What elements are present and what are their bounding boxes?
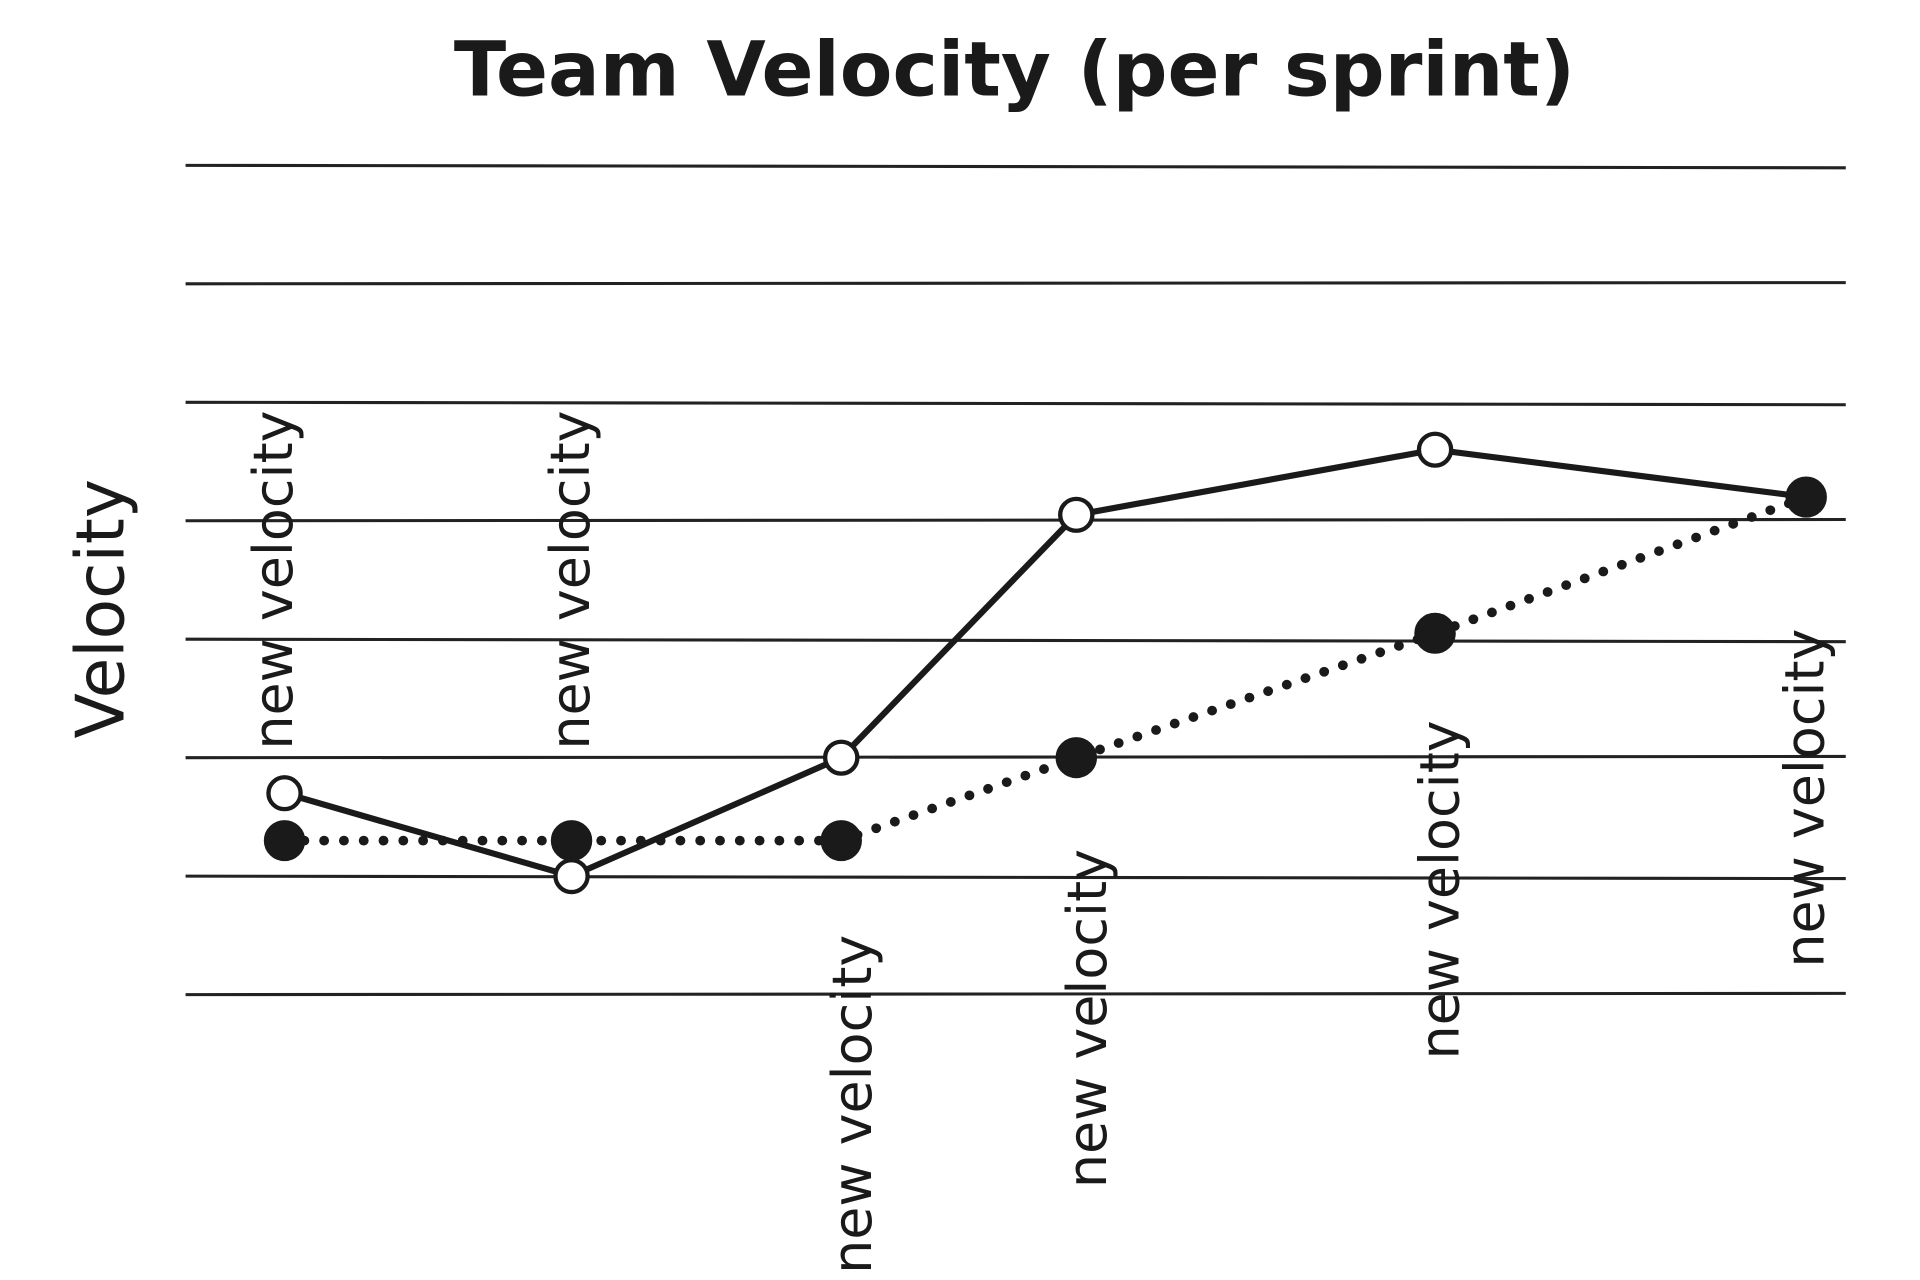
data-point [553,858,590,895]
point-label: new velocity [1773,629,1836,968]
data-point [1414,612,1456,654]
series-group [263,431,1827,895]
gridline [185,754,1846,760]
gridline [185,400,1846,407]
data-point [263,820,306,862]
data-point [266,775,303,812]
series-line-1 [283,446,1807,880]
data-point [822,739,860,776]
point-label: new velocity [1056,849,1119,1188]
gridline [185,163,1846,170]
chart-title: Team Velocity (per sprint) [454,25,1575,114]
point-label: new velocity [821,935,884,1274]
data-point [1058,496,1095,533]
point-label: new velocity [242,411,305,750]
point-labels: new velocity new velocity new velocity new … [242,411,1837,1274]
point-label: new velocity [539,411,602,750]
data-point [820,820,862,862]
gridline [185,991,1846,997]
gridline [185,874,1846,881]
series-line-2 [279,492,1812,846]
data-point [1785,476,1827,518]
y-axis-label: Velocity [61,479,139,738]
data-point [1055,737,1098,779]
gridline [185,517,1846,523]
gridline [185,637,1846,644]
data-point [1416,431,1454,468]
gridlines [185,163,1846,997]
data-point [550,820,593,862]
gridline [185,281,1846,286]
point-label: new velocity [1408,720,1471,1059]
